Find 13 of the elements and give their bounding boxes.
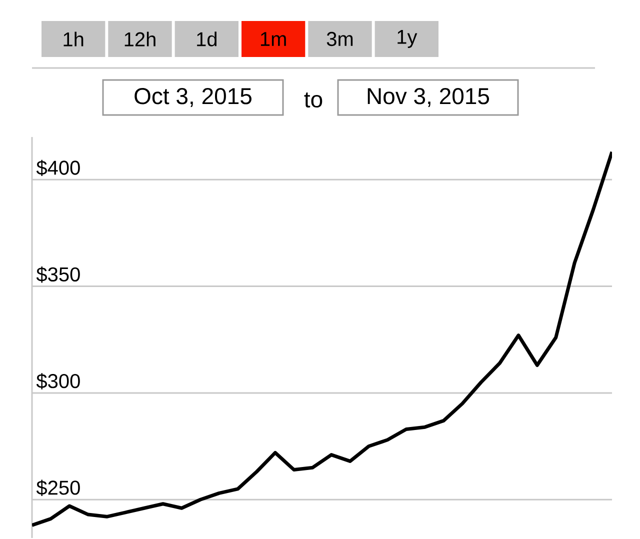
category-label: 1y [398,30,418,48]
category-label: 1d [197,32,216,46]
category-label: 12h [124,32,156,46]
y-tick-label: $400 [36,160,80,176]
y-tick-label: $350 [36,266,80,283]
y-tick-label: $250 [36,480,80,496]
category-label: 3m [326,32,353,46]
category-label: 1h [64,32,84,46]
category-label: 1m [260,32,286,46]
y-tick-label: $300 [36,373,80,390]
text: to [304,92,322,108]
text: Oct 3, 2015 [134,88,252,107]
text: Nov 3, 2015 [368,88,490,107]
